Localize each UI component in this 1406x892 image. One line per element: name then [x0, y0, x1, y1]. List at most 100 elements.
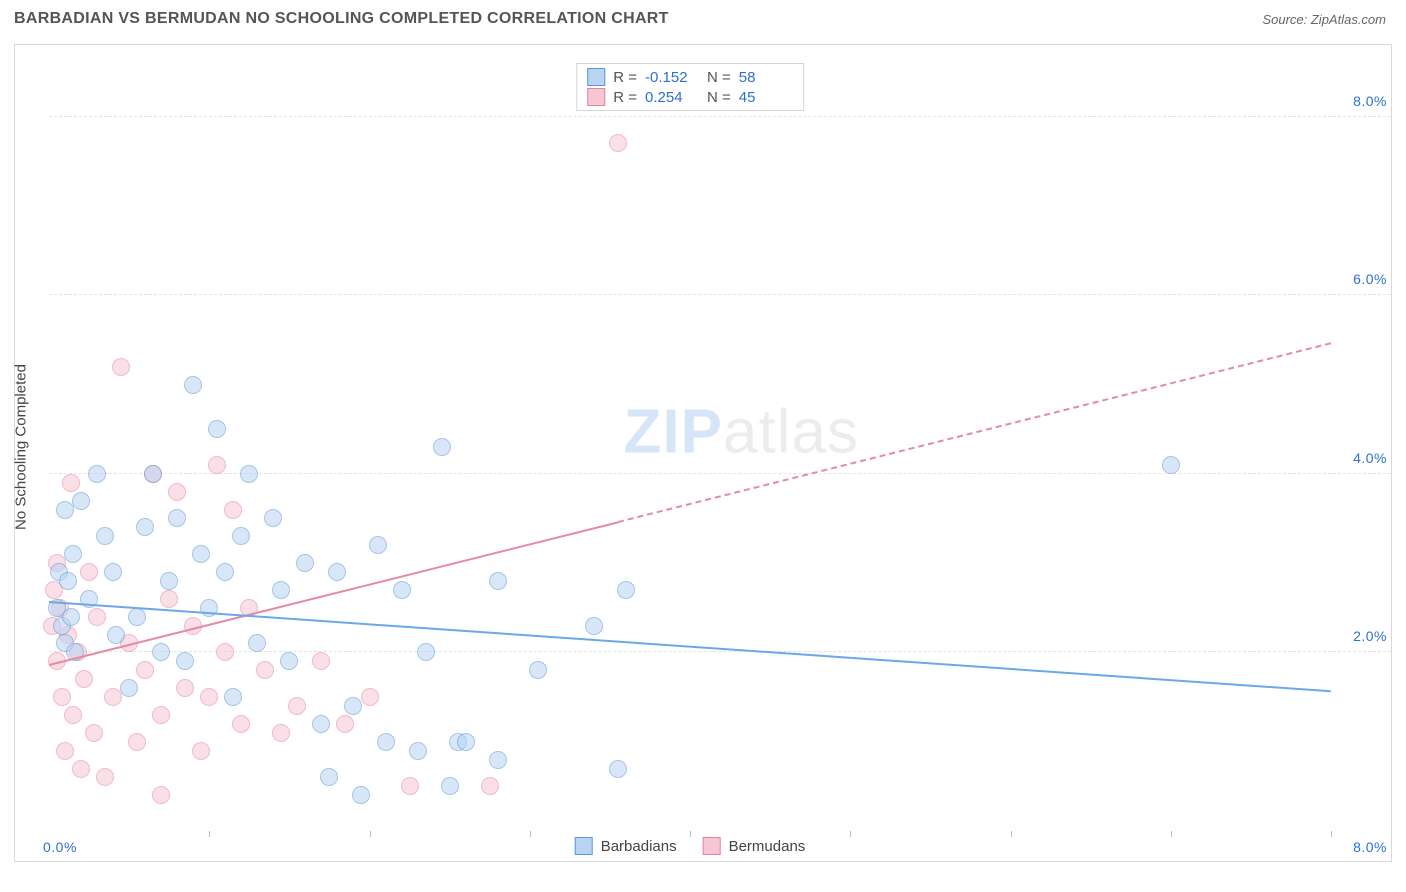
- data-point: [361, 688, 379, 706]
- data-point: [232, 715, 250, 733]
- data-point: [72, 492, 90, 510]
- watermark: ZIPatlas: [624, 396, 859, 467]
- r-value-series2: 0.254: [645, 89, 699, 106]
- watermark-zip: ZIP: [624, 397, 723, 466]
- data-point: [216, 563, 234, 581]
- data-point: [344, 697, 362, 715]
- x-tick: [850, 831, 851, 837]
- data-point: [53, 688, 71, 706]
- trendline: [49, 521, 618, 666]
- data-point: [240, 465, 258, 483]
- r-value-series1: -0.152: [645, 69, 699, 86]
- n-value-series1: 58: [739, 69, 793, 86]
- gridline: [49, 294, 1391, 295]
- plot-area: No Schooling Completed ZIPatlas R = -0.1…: [49, 63, 1331, 831]
- y-axis-label: No Schooling Completed: [13, 364, 30, 530]
- x-tick: [1171, 831, 1172, 837]
- data-point: [208, 456, 226, 474]
- gridline: [49, 116, 1391, 117]
- gridline: [49, 651, 1391, 652]
- data-point: [72, 760, 90, 778]
- data-point: [64, 545, 82, 563]
- chart-title: BARBADIAN VS BERMUDAN NO SCHOOLING COMPL…: [14, 10, 669, 28]
- data-point: [433, 438, 451, 456]
- data-point: [256, 661, 274, 679]
- data-point: [64, 706, 82, 724]
- swatch-series2: [587, 88, 605, 106]
- source-name: ZipAtlas.com: [1311, 12, 1386, 27]
- x-tick: [530, 831, 531, 837]
- y-tick-label: 6.0%: [1353, 271, 1387, 287]
- legend-item-series1: Barbadians: [575, 837, 677, 855]
- data-point: [369, 536, 387, 554]
- data-point: [104, 563, 122, 581]
- chart-container: No Schooling Completed ZIPatlas R = -0.1…: [14, 44, 1392, 862]
- data-point: [136, 518, 154, 536]
- data-point: [96, 768, 114, 786]
- data-point: [62, 474, 80, 492]
- x-tick: [1331, 831, 1332, 837]
- legend-label-series1: Barbadians: [601, 838, 677, 855]
- data-point: [59, 572, 77, 590]
- n-label: N =: [707, 69, 731, 86]
- data-point: [609, 760, 627, 778]
- data-point: [208, 420, 226, 438]
- data-point: [352, 786, 370, 804]
- swatch-series2: [703, 837, 721, 855]
- data-point: [168, 483, 186, 501]
- chart-source: Source: ZipAtlas.com: [1262, 12, 1386, 27]
- data-point: [1162, 456, 1180, 474]
- data-point: [62, 608, 80, 626]
- swatch-series1: [575, 837, 593, 855]
- trendline: [618, 342, 1332, 523]
- data-point: [128, 733, 146, 751]
- data-point: [56, 742, 74, 760]
- legend-row-series2: R = 0.254 N = 45: [587, 88, 793, 106]
- data-point: [80, 563, 98, 581]
- r-label: R =: [613, 69, 637, 86]
- data-point: [107, 626, 125, 644]
- data-point: [617, 581, 635, 599]
- data-point: [104, 688, 122, 706]
- data-point: [272, 724, 290, 742]
- data-point: [144, 465, 162, 483]
- data-point: [288, 697, 306, 715]
- data-point: [176, 652, 194, 670]
- r-label: R =: [613, 89, 637, 106]
- data-point: [88, 608, 106, 626]
- source-prefix: Source:: [1262, 12, 1310, 27]
- data-point: [160, 572, 178, 590]
- data-point: [152, 643, 170, 661]
- x-tick: [209, 831, 210, 837]
- data-point: [328, 563, 346, 581]
- data-point: [200, 688, 218, 706]
- data-point: [280, 652, 298, 670]
- trendline: [49, 601, 1331, 692]
- y-tick-label: 8.0%: [1353, 93, 1387, 109]
- n-value-series2: 45: [739, 89, 793, 106]
- n-label: N =: [707, 89, 731, 106]
- data-point: [75, 670, 93, 688]
- data-point: [136, 661, 154, 679]
- legend-row-series1: R = -0.152 N = 58: [587, 68, 793, 86]
- chart-header: BARBADIAN VS BERMUDAN NO SCHOOLING COMPL…: [0, 0, 1406, 34]
- legend-item-series2: Bermudans: [703, 837, 806, 855]
- data-point: [312, 715, 330, 733]
- data-point: [192, 545, 210, 563]
- data-point: [457, 733, 475, 751]
- data-point: [409, 742, 427, 760]
- data-point: [184, 376, 202, 394]
- legend-label-series2: Bermudans: [729, 838, 806, 855]
- data-point: [152, 786, 170, 804]
- swatch-series1: [587, 68, 605, 86]
- data-point: [441, 777, 459, 795]
- series-legend: Barbadians Bermudans: [575, 837, 806, 855]
- data-point: [224, 501, 242, 519]
- data-point: [401, 777, 419, 795]
- data-point: [232, 527, 250, 545]
- data-point: [417, 643, 435, 661]
- x-origin-label: 0.0%: [43, 839, 77, 855]
- x-max-label: 8.0%: [1353, 839, 1387, 855]
- data-point: [168, 509, 186, 527]
- y-tick-label: 2.0%: [1353, 628, 1387, 644]
